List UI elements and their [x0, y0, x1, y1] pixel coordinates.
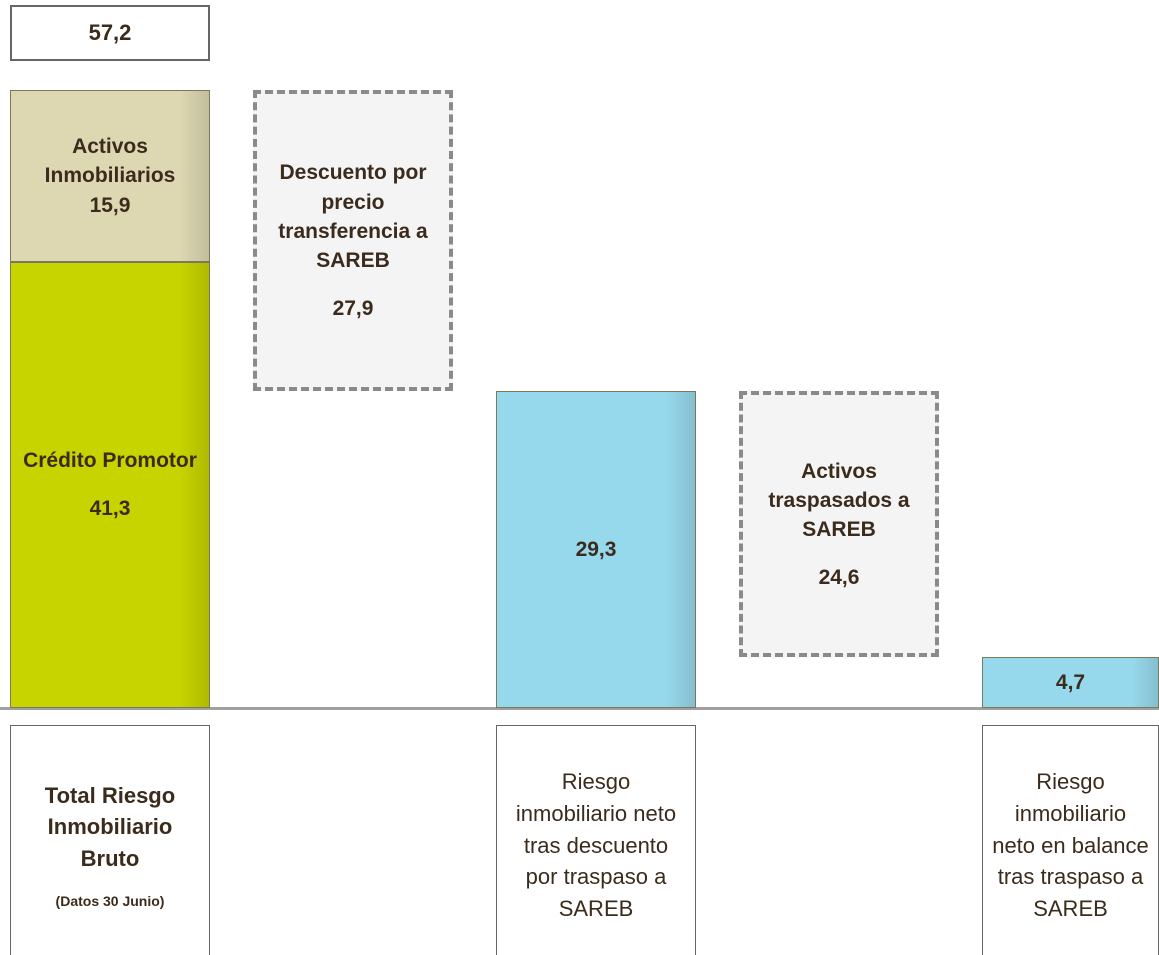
value-label: 41,3: [89, 496, 131, 520]
bar: 4,7: [982, 657, 1159, 708]
decrease-box: Activos traspasados a SAREB 24,6: [739, 391, 939, 658]
category-box: Total Riesgo Inmobiliario Bruto (Datos 30…: [10, 725, 210, 955]
value-label: 29,3: [575, 538, 617, 561]
decrease-box: Descuento por precio transferencia a SAR…: [253, 90, 453, 392]
bar: 29,3: [496, 391, 696, 708]
category-label: Riesgo inmobiliario neto tras descuento …: [515, 768, 677, 922]
value-label: 15,9: [89, 193, 131, 217]
series-name: Activos Inmobiliarios: [44, 134, 176, 188]
total-box: 57,2: [10, 5, 210, 61]
total-label: 57,2: [88, 19, 132, 45]
value-label: 24,6: [818, 565, 860, 589]
series-name: Descuento por precio transferencia a SAR…: [278, 161, 428, 273]
value-label: 4,7: [1055, 670, 1086, 694]
bar: Crédito Promotor 41,3: [10, 261, 210, 708]
value-label: 27,9: [332, 296, 374, 320]
category-note: (Datos 30 Junio): [55, 893, 165, 910]
baseline: [0, 707, 1159, 710]
category-label: Riesgo inmobiliario neto en balance tras…: [992, 768, 1149, 922]
category-box: Riesgo inmobiliario neto en balance tras…: [982, 725, 1159, 955]
category-box: Riesgo inmobiliario neto tras descuento …: [496, 725, 696, 955]
series-name: Activos traspasados a SAREB: [768, 459, 910, 542]
series-name: Crédito Promotor: [23, 449, 197, 473]
category-label: Total Riesgo Inmobiliario Bruto: [44, 782, 176, 872]
bar: Activos Inmobiliarios 15,9: [10, 90, 210, 262]
